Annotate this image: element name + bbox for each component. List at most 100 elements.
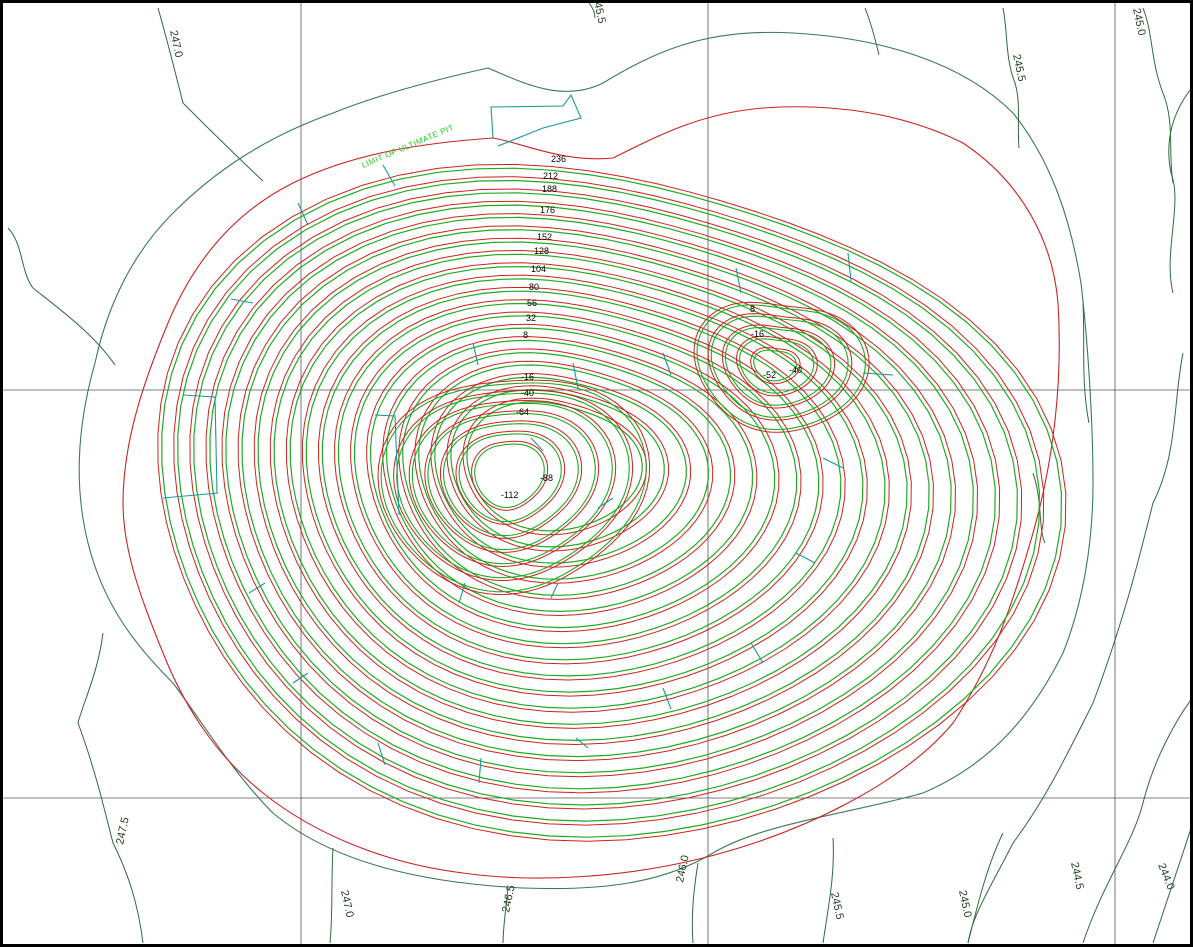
terrain-contour-line [1082, 700, 1190, 944]
bench-toe-green [193, 192, 1018, 806]
ramp-line [472, 342, 479, 366]
terrain-label: 244.5 [1068, 861, 1085, 890]
east-bench-red [721, 324, 836, 409]
bench-toe-green [305, 278, 864, 693]
west-bench-green [474, 443, 545, 509]
bench-toe-green [369, 327, 776, 629]
bench-label-32: 32 [526, 313, 536, 323]
east-pit-label-8: 8 [750, 304, 755, 314]
ramp-line [530, 437, 544, 452]
terrain-contour-line [1032, 472, 1046, 544]
bench-crest-red [446, 385, 670, 552]
ramp-line [822, 457, 844, 469]
west-bench-green [427, 413, 596, 551]
bench-crest-red [189, 188, 1023, 810]
ramp-line [382, 164, 396, 187]
east-bench-green [724, 327, 832, 406]
bench-label-80: 80 [529, 282, 539, 292]
terrain-contour-line [822, 837, 834, 944]
bench-crest-red [382, 336, 758, 617]
ramp-line [735, 267, 742, 294]
terrain-label: 245.5 [1010, 53, 1027, 82]
terrain-label: 246.5 [500, 884, 517, 913]
terrain-label: 247.5 [114, 816, 131, 845]
bench-crest-red [237, 225, 956, 762]
terrain-contour-line [157, 7, 264, 182]
ramp-line [862, 372, 894, 376]
terrain-contour-line [1152, 829, 1190, 944]
bench-crest-red [430, 372, 692, 568]
bench-toe-green [466, 401, 643, 532]
ramp-access [490, 93, 582, 147]
terrain-label: 247.0 [338, 889, 355, 918]
ramp-line [662, 352, 672, 376]
east-bench-green [710, 315, 849, 418]
pit-limit-label: LIMIT OF ULTIMATE PIT [360, 123, 455, 170]
west-bench-red [471, 440, 549, 511]
bench-toe-green [273, 253, 908, 725]
bench-crest-red [253, 237, 934, 746]
bench-crest-red [317, 286, 846, 681]
bench-crest-red [173, 176, 1045, 826]
bench-label-176: 176 [540, 205, 555, 215]
terrain-contours [7, 3, 1190, 944]
east-pit-label-minus16: -16 [751, 329, 764, 339]
west-sub-pit-contours [377, 379, 651, 596]
ramp-line [597, 497, 614, 509]
ramp-line [297, 202, 309, 226]
terrain-label: 245.5 [590, 3, 607, 25]
east-pit-label-minus40: -40 [789, 365, 802, 375]
east-bench-red [735, 335, 818, 397]
bench-crest-red [350, 311, 802, 649]
terrain-label: 247.0 [167, 29, 184, 58]
terrain-contour-line [1082, 302, 1090, 424]
east-pit-label-minus52: -52 [763, 370, 776, 380]
bench-toe-green [321, 290, 842, 677]
bench-crest-red [334, 299, 824, 665]
terrain-label: 245.0 [1130, 7, 1147, 36]
ramp-line [575, 737, 589, 749]
pit-bench-contours [157, 163, 1067, 842]
terrain-contour-line [1142, 7, 1174, 184]
west-bench-red [439, 420, 583, 539]
bench-crest-red [269, 249, 912, 729]
ramp-line [162, 492, 219, 499]
bench-label-152: 152 [537, 232, 552, 242]
bench-label-212: 212 [543, 171, 558, 181]
ramp-line [292, 672, 309, 684]
bench-toe-green [257, 241, 930, 742]
west-bench-red [424, 410, 600, 553]
terrain-contour-line [502, 887, 509, 944]
terrain-contour-line [864, 7, 880, 56]
bench-toe-green [289, 265, 886, 709]
ramp-line [550, 582, 559, 599]
bench-toe-green [402, 352, 732, 596]
west-bench-red [377, 379, 651, 596]
bench-crest-red [414, 360, 714, 584]
bench-crest-red [157, 163, 1067, 842]
bench-toe-green [177, 179, 1041, 822]
bench-crest-red [221, 213, 979, 778]
west-bench-red [408, 399, 617, 568]
terrain-label: 246.0 [674, 854, 691, 883]
east-sub-pit-contours [693, 301, 870, 433]
terrain-contour-line [1168, 89, 1190, 294]
ramp-line [572, 362, 579, 389]
ramp-line [750, 642, 764, 664]
east-bench-red [750, 347, 801, 385]
pit-contour-map: LIMIT OF ULTIMATE PIT 236 212 188 176 15… [3, 3, 1190, 944]
ramp-line [374, 414, 400, 516]
bench-label-minus112: -112 [501, 490, 518, 500]
west-bench-red [393, 389, 634, 582]
ramp-line [248, 582, 266, 594]
bench-toe-green [209, 204, 996, 790]
east-bench-red [707, 313, 853, 421]
east-bench-green [739, 338, 815, 394]
bench-label-minus40: -40 [521, 388, 534, 398]
ramp-line [847, 252, 852, 282]
ramp-line [182, 394, 218, 494]
ramp-line [662, 687, 672, 710]
terrain-contour-line [1002, 7, 1020, 149]
east-bench-red [693, 301, 870, 433]
